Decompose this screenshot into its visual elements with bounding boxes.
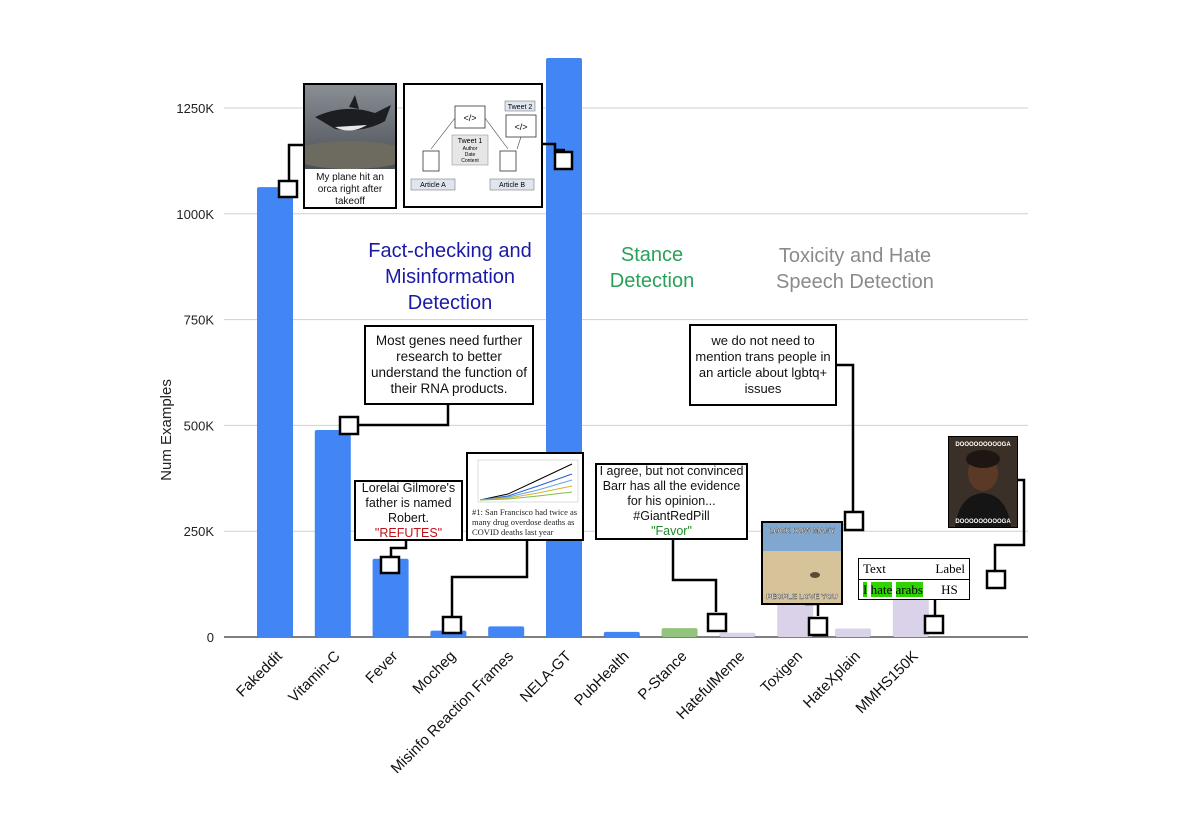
y-axis-title: Num Examples bbox=[158, 379, 175, 481]
vitaminc-example: Most genes need further research to bett… bbox=[364, 325, 534, 405]
nela-gt-example: Tweet 2 </> </> Tweet 1 Author Date Cont… bbox=[403, 83, 543, 208]
connector-vitaminc bbox=[358, 405, 450, 427]
marker-pstance bbox=[706, 612, 728, 633]
x-tick-label: Misinfo Reaction Frames bbox=[388, 648, 517, 777]
marker-fever bbox=[379, 555, 401, 575]
bar-vitamin-c bbox=[314, 430, 351, 637]
group-label-stance: Stance Detection bbox=[609, 244, 695, 292]
bar-hatexplain bbox=[835, 628, 871, 637]
meme-top-text: LOOK HOW MANY bbox=[769, 526, 835, 535]
connector-fakeddit bbox=[287, 143, 305, 181]
hatexplain-table: Text Label I hate arabs HS bbox=[859, 559, 969, 599]
tweet-article-diagram: Tweet 2 </> </> Tweet 1 Author Date Cont… bbox=[410, 100, 537, 191]
y-tick-label: 750K bbox=[184, 313, 215, 328]
meme-bottom-text: PEOPLE LOVE YOU bbox=[766, 592, 837, 601]
x-tick-label: P-Stance bbox=[635, 648, 691, 704]
connector-pstance bbox=[671, 540, 718, 612]
y-tick-label: 1250K bbox=[176, 101, 214, 116]
label-date: Date bbox=[465, 152, 476, 158]
y-tick-label: 1000K bbox=[176, 207, 214, 222]
bar-p-stance bbox=[661, 628, 698, 637]
marker-vitaminc bbox=[338, 415, 360, 436]
y-tick-label: 500K bbox=[184, 418, 215, 433]
y-tick-label: 250K bbox=[184, 524, 215, 539]
marker-hatefulmeme bbox=[807, 616, 829, 637]
group-label-toxicity: Toxicity and Hate Speech Detection bbox=[776, 245, 934, 293]
desert-meme-image: LOOK HOW MANY PEOPLE LOVE YOU bbox=[763, 523, 841, 603]
label-tweet1: Tweet 1 bbox=[458, 138, 483, 145]
label-article-b: Article B bbox=[499, 182, 525, 189]
mmhs-example: DOOOOOOOOOGA DOOOOOOOOOGA bbox=[948, 436, 1018, 528]
code-icon: </> bbox=[514, 122, 527, 132]
x-tick-label: MMHS150K bbox=[852, 648, 921, 717]
connector-mmhs bbox=[993, 478, 1026, 571]
line-plot-thumbnail bbox=[477, 459, 579, 503]
x-tick-label: Fever bbox=[362, 648, 401, 687]
fever-example: Lorelai Gilmore's father is named Robert… bbox=[354, 480, 463, 541]
x-tick-label: Fakeddit bbox=[233, 647, 286, 700]
y-tick-label: 0 bbox=[207, 630, 214, 645]
mrf-caption: #1: San Francisco had twice as many drug… bbox=[472, 507, 578, 537]
label-content: Content bbox=[461, 158, 479, 164]
group-label-factcheck: Fact-checking and Misinformation Detecti… bbox=[368, 240, 532, 314]
x-tick-label: NELA-GT bbox=[517, 648, 575, 706]
hatexplain-example: Text Label I hate arabs HS bbox=[858, 558, 970, 600]
hs-text: I hate arabs bbox=[863, 582, 923, 597]
mmhs-bottom-text: DOOOOOOOOOGA bbox=[955, 519, 1011, 525]
marker-hatexplain bbox=[923, 614, 945, 635]
bar-fakeddit bbox=[257, 187, 293, 637]
person-meme-image: DOOOOOOOOOGA DOOOOOOOOOGA bbox=[949, 437, 1017, 527]
fakeddit-caption: My plane hit an orca right after takeoff bbox=[316, 172, 384, 207]
fakeddit-example: My plane hit an orca right after takeoff bbox=[303, 83, 397, 209]
bar-misinfo-reaction-frames bbox=[488, 626, 525, 637]
hatefulmeme-example: LOOK HOW MANY PEOPLE LOVE YOU bbox=[761, 521, 843, 605]
marker-toxigen bbox=[843, 510, 865, 532]
mrf-example: #1: San Francisco had twice as many drug… bbox=[466, 452, 584, 541]
article-icon bbox=[422, 150, 440, 172]
marker-fakeddit bbox=[277, 179, 299, 199]
label-article-a: Article A bbox=[420, 182, 446, 189]
bar-pubhealth bbox=[603, 631, 640, 637]
x-tick-label: Vitamin-C bbox=[285, 648, 344, 707]
connector-mocheg bbox=[450, 540, 529, 617]
connector-fever bbox=[389, 541, 408, 557]
col-label: Label bbox=[935, 561, 965, 576]
mmhs-top-text: DOOOOOOOOOGA bbox=[955, 442, 1011, 448]
code-icon: </> bbox=[463, 113, 476, 123]
fever-label: "REFUTES" bbox=[374, 525, 443, 540]
connector-nela bbox=[540, 142, 565, 152]
marker-mocheg bbox=[441, 615, 463, 635]
x-tick-label: Toxigen bbox=[757, 648, 806, 697]
orca-plane-image bbox=[305, 85, 395, 169]
label-author: Author bbox=[463, 146, 478, 152]
pstance-label: "Favor" bbox=[651, 524, 692, 538]
x-tick-label: PubHealth bbox=[571, 648, 633, 710]
col-text: Text bbox=[863, 561, 886, 576]
label-tweet2: Tweet 2 bbox=[508, 104, 533, 111]
marker-nela bbox=[553, 150, 574, 171]
bar-hatefulmeme bbox=[719, 632, 756, 637]
marker-mmhs bbox=[985, 569, 1007, 590]
connector-toxigen bbox=[837, 363, 855, 512]
x-tick-label: Mocheg bbox=[409, 648, 459, 698]
article-icon bbox=[499, 150, 517, 172]
bar-fever bbox=[372, 558, 409, 637]
hs-label: HS bbox=[941, 582, 958, 597]
toxigen-example: we do not need to mention trans people i… bbox=[689, 324, 837, 406]
pstance-example: I agree, but not convinced Barr has all … bbox=[595, 463, 748, 540]
